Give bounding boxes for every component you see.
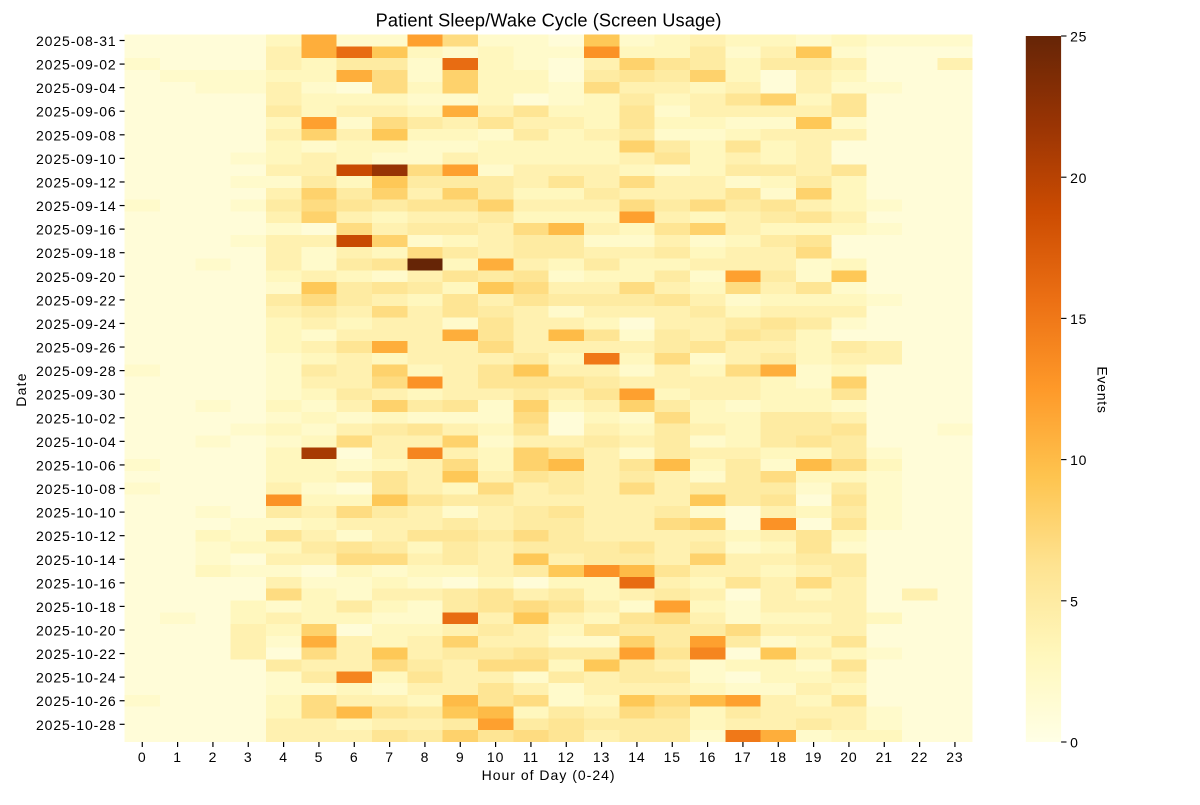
svg-text:2025-10-26: 2025-10-26 (36, 693, 117, 709)
svg-text:2025-09-02: 2025-09-02 (36, 57, 117, 73)
svg-text:Patient Sleep/Wake Cycle (Scre: Patient Sleep/Wake Cycle (Screen Usage) (376, 11, 722, 31)
svg-text:13: 13 (593, 749, 610, 765)
svg-text:14: 14 (628, 749, 645, 765)
svg-text:20: 20 (840, 749, 857, 765)
svg-text:2025-09-04: 2025-09-04 (36, 80, 117, 96)
svg-text:20: 20 (1070, 170, 1087, 186)
svg-text:8: 8 (421, 749, 430, 765)
svg-text:1: 1 (173, 749, 182, 765)
svg-text:18: 18 (770, 749, 787, 765)
svg-text:2025-10-16: 2025-10-16 (36, 575, 117, 591)
svg-text:17: 17 (734, 749, 751, 765)
svg-text:2025-08-31: 2025-08-31 (36, 33, 117, 49)
svg-text:12: 12 (558, 749, 575, 765)
svg-text:5: 5 (1070, 593, 1079, 609)
svg-text:0: 0 (138, 749, 147, 765)
svg-text:23: 23 (946, 749, 963, 765)
svg-text:2025-10-28: 2025-10-28 (36, 717, 117, 733)
svg-text:2025-09-10: 2025-09-10 (36, 151, 117, 167)
svg-text:2025-09-24: 2025-09-24 (36, 316, 117, 332)
svg-text:2025-09-20: 2025-09-20 (36, 269, 117, 285)
svg-text:2025-10-22: 2025-10-22 (36, 646, 117, 662)
svg-text:21: 21 (876, 749, 893, 765)
svg-text:2025-09-26: 2025-09-26 (36, 340, 117, 356)
svg-text:2025-09-14: 2025-09-14 (36, 198, 117, 214)
svg-text:2025-10-02: 2025-10-02 (36, 410, 117, 426)
svg-text:9: 9 (456, 749, 465, 765)
svg-text:2025-09-08: 2025-09-08 (36, 127, 117, 143)
svg-text:2025-10-10: 2025-10-10 (36, 505, 117, 521)
svg-text:2025-09-18: 2025-09-18 (36, 245, 117, 261)
svg-text:19: 19 (805, 749, 822, 765)
svg-text:Date: Date (13, 372, 29, 406)
svg-text:2025-10-12: 2025-10-12 (36, 528, 117, 544)
svg-text:5: 5 (315, 749, 324, 765)
svg-text:2025-09-06: 2025-09-06 (36, 104, 117, 120)
svg-text:2025-10-18: 2025-10-18 (36, 599, 117, 615)
svg-text:2025-09-16: 2025-09-16 (36, 222, 117, 238)
svg-text:16: 16 (699, 749, 716, 765)
svg-text:2025-10-24: 2025-10-24 (36, 670, 117, 686)
svg-text:2025-10-20: 2025-10-20 (36, 623, 117, 639)
svg-text:0: 0 (1070, 735, 1079, 751)
svg-text:2: 2 (209, 749, 218, 765)
svg-text:2025-09-22: 2025-09-22 (36, 292, 117, 308)
svg-text:10: 10 (487, 749, 504, 765)
svg-text:15: 15 (1070, 311, 1087, 327)
svg-text:4: 4 (279, 749, 288, 765)
svg-text:2025-09-28: 2025-09-28 (36, 363, 117, 379)
svg-text:22: 22 (911, 749, 928, 765)
svg-text:2025-09-12: 2025-09-12 (36, 174, 117, 190)
svg-text:2025-10-14: 2025-10-14 (36, 552, 117, 568)
svg-text:Events: Events (1095, 366, 1111, 413)
svg-text:2025-09-30: 2025-09-30 (36, 387, 117, 403)
svg-text:2025-10-04: 2025-10-04 (36, 434, 117, 450)
svg-text:15: 15 (664, 749, 681, 765)
svg-text:2025-10-06: 2025-10-06 (36, 457, 117, 473)
svg-text:25: 25 (1070, 29, 1087, 45)
svg-text:10: 10 (1070, 452, 1087, 468)
svg-text:6: 6 (350, 749, 359, 765)
svg-text:7: 7 (385, 749, 394, 765)
svg-text:Hour of Day (0-24): Hour of Day (0-24) (482, 767, 616, 783)
svg-text:2025-10-08: 2025-10-08 (36, 481, 117, 497)
svg-text:3: 3 (244, 749, 253, 765)
svg-text:11: 11 (523, 749, 539, 765)
